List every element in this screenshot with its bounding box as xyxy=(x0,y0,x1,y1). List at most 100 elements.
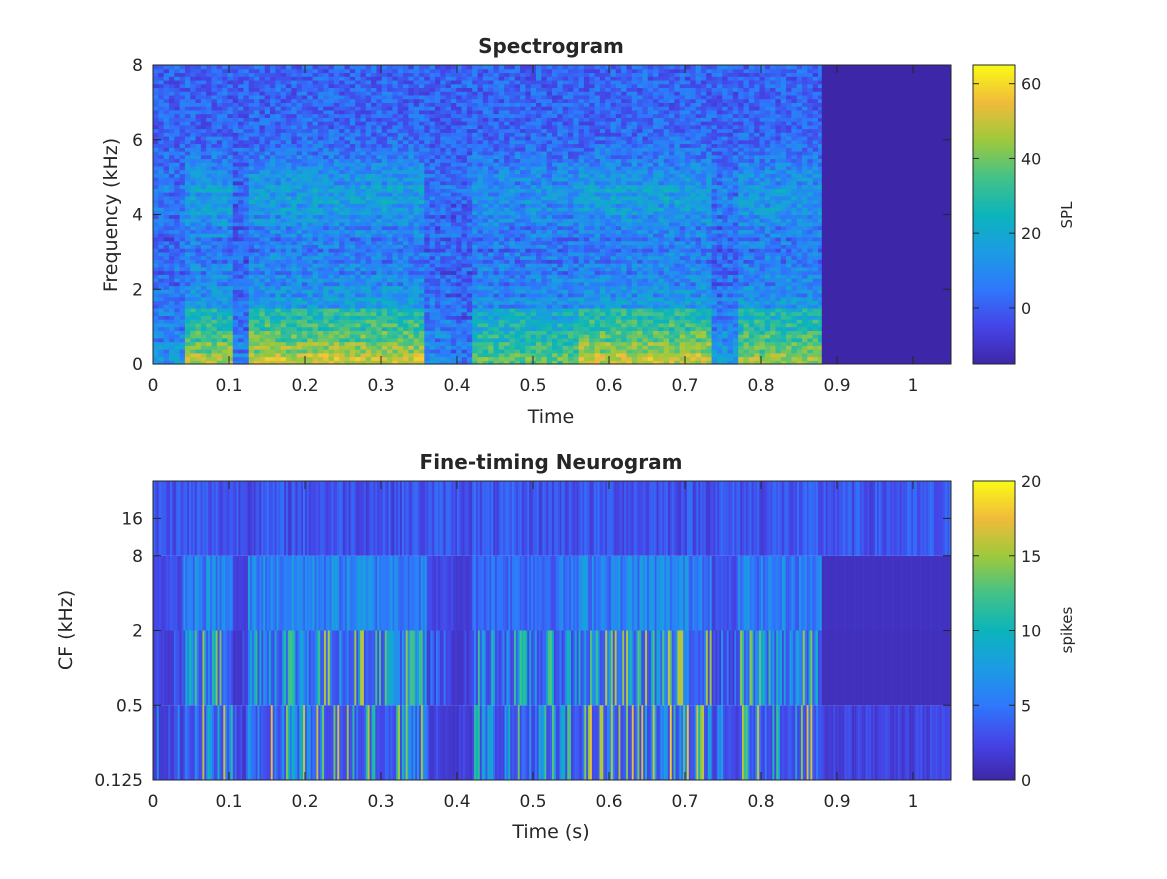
spectrogram-cell xyxy=(195,285,202,290)
spectrogram-cell xyxy=(355,255,362,260)
spectrogram-cell xyxy=(349,147,356,152)
spectrogram-cell xyxy=(360,289,367,294)
spectrogram-cell xyxy=(482,352,489,358)
spectrogram-cell xyxy=(397,281,404,287)
spectrogram-cell xyxy=(259,289,266,294)
spectrogram-cell xyxy=(355,165,362,171)
spectrogram-cell xyxy=(254,270,260,275)
spectrogram-cell xyxy=(259,236,266,242)
spectrogram-cell xyxy=(360,326,367,331)
spectrogram-cell xyxy=(312,188,319,193)
spectrogram-cell xyxy=(163,136,170,141)
spectrogram-cell xyxy=(376,270,383,275)
spectrogram-cell xyxy=(301,177,308,182)
spectrogram-cell xyxy=(232,296,239,302)
spectrogram-cell xyxy=(211,180,218,186)
spectrogram-cell xyxy=(254,109,260,115)
spectrogram-cell xyxy=(179,72,186,77)
spectrogram-cell xyxy=(440,229,447,234)
spectrogram-cell xyxy=(206,259,213,264)
spectrogram-cell xyxy=(344,165,351,171)
spectrogram-cell xyxy=(387,143,393,148)
spectrogram-cell xyxy=(466,150,473,156)
spectrogram-cell xyxy=(445,341,452,346)
spectrogram-cell xyxy=(344,98,351,103)
spectrogram-cell xyxy=(472,177,479,182)
spectrogram-cell xyxy=(328,341,335,346)
spectrogram-cell xyxy=(317,263,324,268)
spectrogram-cell xyxy=(238,322,245,328)
spectrogram-cell xyxy=(371,334,378,339)
spectrogram-cell xyxy=(211,117,218,122)
spectrogram-cell xyxy=(450,87,457,92)
spectrogram-cell xyxy=(333,76,340,81)
spectrogram-cell xyxy=(238,192,245,197)
spectrogram-cell xyxy=(259,106,266,111)
spectrogram-cell xyxy=(477,266,484,272)
spectrogram-cell xyxy=(408,255,415,260)
spectrogram-cell xyxy=(466,91,473,96)
spectrogram-cell xyxy=(206,94,213,100)
spectrogram-cell xyxy=(211,307,218,313)
spectrogram-cell xyxy=(392,278,399,283)
spectrogram-cell xyxy=(280,281,287,287)
spectrogram-cell xyxy=(163,65,170,70)
spectrogram-cell xyxy=(179,285,186,290)
spectrogram-cell xyxy=(371,117,378,122)
spectrogram-cell xyxy=(461,319,468,324)
spectrogram-cell xyxy=(158,311,165,317)
spectrogram-cell xyxy=(323,184,330,189)
spectrogram-cell xyxy=(450,128,457,133)
spectrogram-cell xyxy=(195,330,202,335)
spectrogram-cell xyxy=(323,255,330,260)
spectrogram-cell xyxy=(477,300,484,305)
spectrogram-cell xyxy=(174,221,181,227)
spectrogram-cell xyxy=(179,236,186,242)
spectrogram-cell xyxy=(408,360,415,365)
spectrogram-cell xyxy=(392,158,399,163)
spectrogram-cell xyxy=(466,87,473,92)
spectrogram-cell xyxy=(296,225,303,231)
spectrogram-cell xyxy=(339,337,346,343)
spectrogram-cell xyxy=(461,311,468,317)
spectrogram-cell xyxy=(344,221,351,227)
spectrogram-cell xyxy=(376,117,383,122)
spectrogram-cell xyxy=(168,330,175,335)
spectrogram-cell xyxy=(365,304,372,309)
spectrogram-cell xyxy=(158,240,165,245)
spectrogram-cell xyxy=(365,214,372,219)
spectrogram-cell xyxy=(339,349,346,354)
spectrogram-cell xyxy=(397,236,404,242)
spectrogram-cell xyxy=(355,132,362,137)
spectrogram-cell xyxy=(312,102,319,107)
spectrogram-cell xyxy=(387,117,393,122)
spectrogram-cell xyxy=(264,106,271,111)
spectrogram-cell xyxy=(179,214,186,219)
spectrogram-cell xyxy=(365,248,372,253)
spectrogram-cell xyxy=(403,79,409,85)
spectrogram-cell xyxy=(392,94,399,100)
spectrogram-cell xyxy=(434,79,441,85)
spectrogram-cell xyxy=(275,180,282,186)
spectrogram-cell xyxy=(333,292,340,298)
spectrogram-cell xyxy=(419,289,425,294)
spectrogram-cell xyxy=(456,300,463,305)
spectrogram-cell xyxy=(174,236,181,242)
spectrogram-cell xyxy=(419,225,425,231)
spectrogram-cell xyxy=(371,304,378,309)
spectrogram-cell xyxy=(286,109,292,115)
spectrogram-cell xyxy=(195,356,202,361)
spectrogram-cell xyxy=(450,304,457,309)
spectrogram-cell xyxy=(195,352,202,358)
spectrogram-cell xyxy=(216,307,223,313)
spectrogram-cell xyxy=(206,345,213,350)
spectrogram-cell xyxy=(333,236,340,242)
spectrogram-cell xyxy=(413,154,420,160)
spectrogram-cell xyxy=(461,289,468,294)
spectrogram-cell xyxy=(227,165,234,171)
spectrogram-cell xyxy=(344,79,351,85)
spectrogram-cell xyxy=(222,233,229,238)
spectrogram-cell xyxy=(466,225,473,231)
spectrogram-cell xyxy=(190,143,197,148)
spectrogram-cell xyxy=(158,195,165,201)
